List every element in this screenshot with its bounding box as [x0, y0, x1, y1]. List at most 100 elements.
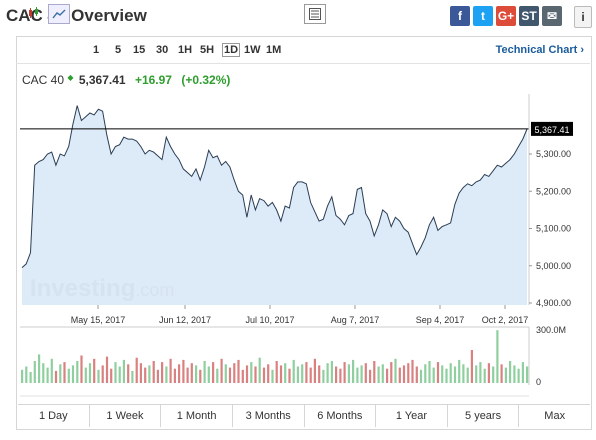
volume-bar	[267, 364, 270, 383]
price-change: +16.97	[134, 73, 172, 87]
volume-bar	[470, 350, 473, 383]
range-max[interactable]: Max	[544, 410, 566, 422]
volume-bar	[25, 366, 28, 383]
volume-bar	[152, 361, 155, 383]
volume-bar	[436, 362, 440, 383]
volume-bar	[178, 364, 181, 383]
timeframe-1h[interactable]: 1H	[178, 44, 193, 56]
volume-bar	[509, 361, 512, 383]
y-tick-label: 5,200.00	[536, 186, 571, 196]
volume-bar	[135, 357, 138, 383]
volume-bar	[415, 366, 418, 383]
quote-line: CAC 40 ◆ 5,367.41 +16.97 (+0.32%)	[22, 73, 230, 87]
volume-bar	[322, 369, 325, 383]
volume-bar	[195, 365, 198, 383]
range-1-day[interactable]: 1 Day	[18, 405, 90, 427]
volume-bar	[428, 361, 431, 383]
last-price: 5,367.41	[78, 73, 126, 87]
volume-max-label: 300.0M	[536, 325, 566, 335]
volume-bar	[63, 362, 66, 383]
x-tick-label: Jun 12, 2017	[159, 315, 211, 325]
range-6-months[interactable]: 6 Months	[305, 405, 377, 427]
volume-bar	[190, 363, 193, 383]
volume-bar	[212, 362, 215, 383]
timeframe-5[interactable]: 5	[115, 44, 122, 56]
volume-bar	[343, 362, 346, 383]
technical-chart-link[interactable]: Technical Chart ›	[495, 44, 584, 56]
volume-bar	[71, 365, 75, 383]
volume-bar	[288, 368, 291, 383]
settings-panel-icon[interactable]	[304, 4, 326, 24]
volume-bar	[419, 369, 423, 383]
x-tick-label: May 15, 2017	[71, 315, 126, 325]
volume-bar	[203, 361, 206, 383]
stocktwits-icon[interactable]: ST	[519, 6, 539, 26]
timeframe-1[interactable]: 1	[93, 44, 100, 56]
range-5-years[interactable]: 5 years	[448, 405, 520, 427]
volume-bar	[186, 367, 189, 383]
volume-bar	[453, 366, 457, 383]
volume-bar	[199, 369, 202, 383]
volume-bar	[131, 370, 134, 383]
y-tick-label: 5,000.00	[536, 261, 571, 271]
volume-bar	[326, 363, 329, 383]
volume-bar	[245, 365, 249, 383]
candlestick-icon[interactable]	[24, 4, 44, 22]
y-tick-label: 5,300.00	[536, 149, 571, 159]
range-3-months[interactable]: 3 Months	[233, 405, 305, 427]
range-1-year[interactable]: 1 Year	[376, 405, 448, 427]
volume-bar	[305, 362, 308, 383]
area-chart-icon[interactable]	[48, 4, 70, 24]
volume-bar	[101, 365, 104, 383]
volume-bar	[483, 368, 486, 383]
volume-bar	[122, 359, 125, 383]
range-selector: 1 Day 1 Week 1 Month 3 Months 6 Months 1 Year…	[18, 404, 590, 427]
volume-bar	[356, 367, 359, 383]
volume-bar	[275, 361, 278, 383]
volume-bar	[517, 368, 520, 383]
volume-bar	[330, 361, 333, 383]
volume-bar	[504, 367, 507, 383]
timeframe-15[interactable]: 15	[133, 44, 146, 56]
facebook-icon[interactable]: f	[450, 6, 470, 26]
volume-bar	[80, 355, 83, 383]
x-tick-label: Jul 10, 2017	[245, 315, 294, 325]
volume-bar	[220, 358, 223, 383]
timeframe-1w[interactable]: 1W	[244, 44, 261, 56]
volume-bar	[411, 359, 414, 383]
volume-bar	[364, 363, 367, 383]
volume-bar	[318, 365, 321, 383]
info-icon[interactable]: i	[574, 6, 592, 28]
volume-bar	[441, 365, 444, 383]
volume-bar	[139, 363, 142, 383]
google-plus-icon[interactable]: G+	[496, 6, 516, 26]
volume-bar	[233, 363, 236, 383]
timeframe-1d[interactable]: 1D	[222, 43, 241, 57]
volume-bar	[513, 365, 516, 383]
range-1-week[interactable]: 1 Week	[90, 405, 162, 427]
volume-bar	[29, 372, 32, 383]
range-1-month[interactable]: 1 Month	[161, 405, 233, 427]
volume-bar	[161, 362, 164, 383]
timeframe-5h[interactable]: 5H	[200, 44, 215, 56]
volume-bar	[407, 363, 410, 383]
price-area-fill	[22, 105, 527, 305]
email-icon[interactable]: ✉	[542, 6, 562, 26]
timeframe-30[interactable]: 30	[156, 44, 169, 56]
volume-bar	[394, 358, 397, 383]
volume-bar	[445, 368, 448, 383]
volume-bar	[148, 365, 151, 383]
volume-bar	[284, 363, 287, 383]
volume-bar	[352, 359, 355, 383]
volume-bar	[105, 356, 109, 383]
page-title: CAC 40 Overview	[6, 6, 147, 25]
volume-bar	[466, 367, 469, 383]
volume-bar	[369, 369, 372, 383]
volume-bar	[487, 363, 490, 383]
x-tick-label: Oct 2, 2017	[482, 315, 529, 325]
volume-bar	[67, 368, 70, 383]
timeframe-1m[interactable]: 1M	[266, 44, 282, 56]
twitter-icon[interactable]: t	[473, 6, 493, 26]
volume-bar	[207, 366, 210, 383]
